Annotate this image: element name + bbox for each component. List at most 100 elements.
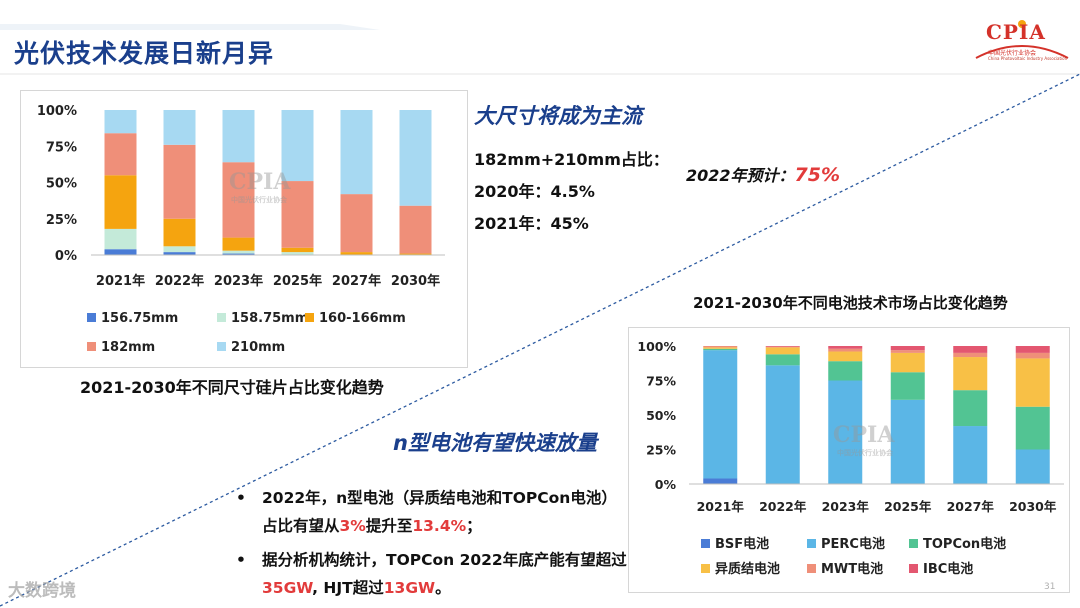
x-tick-label: 2021年 — [96, 273, 145, 289]
legend-swatch — [701, 539, 710, 548]
x-tick-label: 2022年 — [155, 273, 204, 289]
x-tick-label: 2021年 — [697, 499, 745, 514]
page-number: 31 — [1044, 582, 1056, 592]
y-tick-label: 50% — [646, 408, 676, 423]
bar-segment — [890, 399, 925, 484]
legend-swatch — [807, 564, 816, 573]
bar-segment — [163, 218, 196, 247]
y-tick-label: 50% — [46, 177, 77, 192]
share-label: 182mm+210mm占比： — [474, 150, 669, 169]
bar-segment — [104, 110, 137, 134]
bullet2-topcon-value: 35GW — [262, 579, 313, 597]
bar-segment — [222, 110, 255, 163]
legend-label: 210mm — [231, 340, 285, 355]
section2-heading: n型电池有望快速放量 — [393, 431, 597, 455]
wafer-size-chart-svg: 0% 25% 50% 75% 100% 2021年 2022年 2023年 2025年 2027年… — [37, 104, 445, 355]
legend-swatch — [87, 342, 96, 351]
legend-label: 156.75mm — [101, 311, 178, 326]
bar-segment — [890, 372, 925, 400]
bullet1-text-mid: 提升至 — [365, 517, 413, 535]
bar-segment — [953, 346, 988, 353]
legend-label: MWT电池 — [821, 561, 883, 577]
legend-label: TOPCon电池 — [923, 536, 1006, 552]
bar-segment — [703, 346, 738, 348]
cell-tech-chart: 0% 25% 50% 75% 100% 2021年 2022年 2023年 2025年 2027年… — [628, 327, 1070, 593]
bar-segment — [281, 252, 314, 255]
bar-segment — [765, 346, 800, 347]
bullet2-text-end: 。 — [435, 579, 451, 597]
bar-segment — [281, 110, 314, 182]
bullet-capacity: • 据分析机构统计，TOPCon 2022年底产能有望超过 35GW, HJT超过… — [236, 546, 628, 602]
bar-segment — [953, 390, 988, 427]
legend-label: 182mm — [101, 340, 155, 355]
bar-segment — [1015, 358, 1050, 407]
legend-label: 异质结电池 — [715, 561, 780, 577]
bullet1-value-from: 3% — [339, 517, 366, 535]
y-tick-label: 25% — [46, 213, 77, 228]
y-tick-label: 75% — [46, 140, 77, 155]
bullet2-hjt-value: 13GW — [383, 579, 436, 597]
bar-segment — [828, 348, 863, 352]
legend-swatch — [87, 313, 96, 322]
legend-swatch — [701, 564, 710, 573]
bar-segment — [828, 380, 863, 484]
bar-segment — [104, 228, 137, 250]
bar-segment — [104, 249, 137, 255]
x-tick-label: 2027年 — [947, 499, 995, 514]
bar-segment — [828, 361, 863, 381]
bullet-dot: • — [236, 551, 246, 569]
chart-watermark: CPIA — [229, 169, 291, 195]
bar-segment — [703, 348, 738, 351]
bar-segment — [953, 357, 988, 391]
x-tick-label: 2030年 — [391, 273, 440, 289]
x-tick-label: 2025年 — [273, 273, 322, 289]
bar-segment — [163, 144, 196, 219]
cpia-logo: CPIA 中国光伏行业协会 China Photovoltaic Industr… — [968, 14, 1076, 66]
bullet2-text-mid: , HJT超过 — [312, 579, 384, 597]
bar-segment — [163, 252, 196, 255]
legend-swatch — [909, 539, 918, 548]
bar-segment — [890, 352, 925, 373]
bar-segment — [281, 247, 314, 253]
legend-swatch — [909, 564, 918, 573]
stat-2020: 2020年：4.5% — [474, 182, 595, 201]
logo-sun-icon — [975, 20, 1069, 59]
bar-segment — [1015, 346, 1050, 353]
bar-segment — [765, 365, 800, 484]
bar-segment — [890, 346, 925, 351]
chart2-watermark-sub: 中国光伏行业协会 — [837, 449, 893, 457]
bar-segment — [953, 426, 988, 484]
bullet-ntype-share: • 2022年，n型电池（异质结电池和TOPCon电池）占比有望从3%提升至13… — [236, 484, 628, 540]
logo-subtitle: 中国光伏行业协会 — [988, 50, 1037, 57]
legend-swatch — [305, 313, 314, 322]
bar-segment — [163, 246, 196, 253]
legend-label: IBC电池 — [923, 561, 973, 577]
bar-segment — [399, 253, 432, 255]
legend-swatch — [217, 313, 226, 322]
y-tick-label: 25% — [646, 443, 676, 458]
bar-segment — [765, 347, 800, 355]
bar-segment — [222, 162, 255, 238]
bar-segment — [828, 351, 863, 362]
bar-segment — [340, 252, 373, 255]
bar-segment — [890, 350, 925, 353]
legend-label: PERC电池 — [821, 536, 885, 552]
legend-label: BSF电池 — [715, 536, 769, 552]
header-bar: 光伏技术发展日新月异 CPIA 中国光伏行业协会 China Photovolt… — [0, 0, 1080, 82]
forecast-value: 75% — [794, 164, 841, 186]
legend-swatch — [807, 539, 816, 548]
x-tick-label: 2022年 — [759, 499, 807, 514]
bar-segment — [340, 194, 373, 253]
x-tick-label: 2023年 — [822, 499, 870, 514]
x-tick-label: 2023年 — [214, 273, 263, 289]
bar-segment — [703, 350, 738, 479]
wafer-size-chart: 0% 25% 50% 75% 100% 2021年 2022年 2023年 2025年 2027年… — [20, 90, 468, 368]
chart2-watermark: CPIA — [833, 422, 895, 448]
bar-segment — [399, 110, 432, 206]
logo-subtitle-en: China Photovoltaic Industry Association — [988, 56, 1068, 61]
y-tick-label: 100% — [637, 339, 676, 354]
legend-label: 158.75mm — [231, 311, 308, 326]
bar-segment — [222, 250, 255, 254]
cell-chart-caption: 2021-2030年不同电池技术市场占比变化趋势 — [693, 294, 1008, 312]
logo-text: CPIA — [986, 20, 1046, 44]
